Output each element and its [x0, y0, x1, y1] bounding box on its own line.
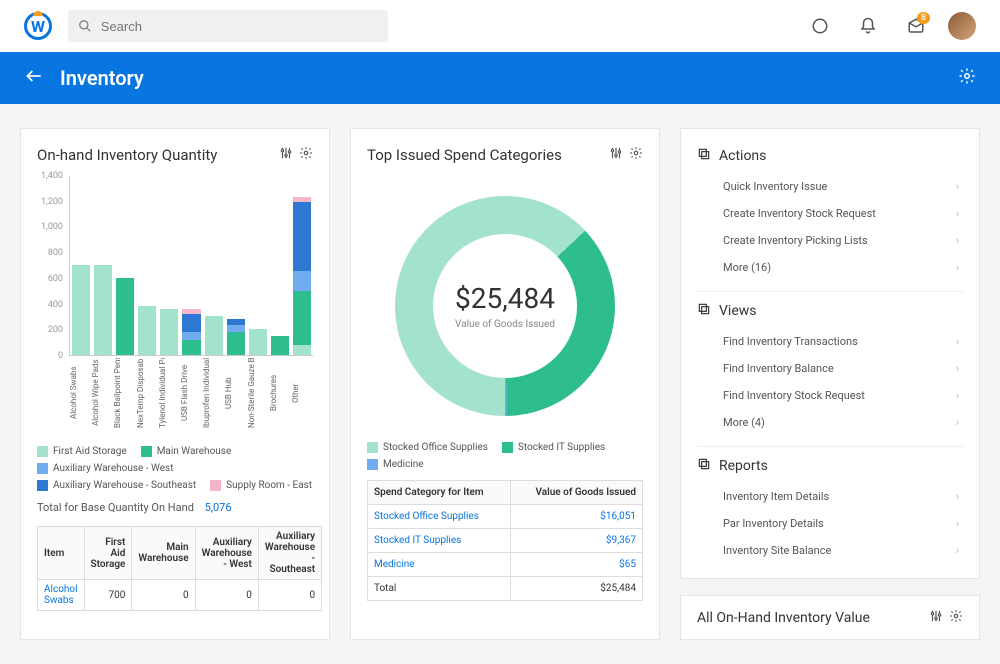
views-item[interactable]: Find Inventory Balance [697, 355, 963, 382]
actions-item[interactable]: More (16) [697, 254, 963, 281]
legend-item[interactable]: Stocked Office Supplies [367, 442, 488, 453]
donut-chart: $25,484 Value of Goods Issued [367, 176, 643, 436]
right-column: Actions Quick Inventory IssueCreate Inve… [680, 128, 980, 640]
search-input[interactable] [101, 19, 378, 34]
reports-item[interactable]: Inventory Site Balance [697, 537, 963, 564]
inventory-table: ItemFirst Aid StorageMain WarehouseAuxil… [37, 526, 322, 611]
actions-item[interactable]: Create Inventory Stock Request [697, 200, 963, 227]
x-label: NexTemp Disposable Thermometers [136, 358, 158, 428]
page-header: Inventory [0, 52, 1000, 104]
x-label: Ibuprofen Individual Packs [202, 358, 224, 428]
avatar[interactable] [948, 12, 976, 40]
legend: Stocked Office Supplies Stocked IT Suppli… [367, 442, 643, 470]
views-list: Find Inventory TransactionsFind Inventor… [697, 328, 963, 436]
views-item[interactable]: Find Inventory Transactions [697, 328, 963, 355]
legend-item[interactable]: Auxiliary Warehouse - Southeast [37, 480, 196, 491]
sliders-icon[interactable] [609, 145, 623, 164]
bar[interactable] [182, 309, 200, 355]
notifications-icon[interactable] [852, 10, 884, 42]
views-item[interactable]: More (4) [697, 409, 963, 436]
x-label: Alcohol Wipe Pads [91, 358, 113, 428]
actions-item[interactable]: Quick Inventory Issue [697, 173, 963, 200]
reports-list: Inventory Item DetailsPar Inventory Deta… [697, 483, 963, 564]
bar[interactable] [94, 265, 112, 355]
inventory-quantity-card: On-hand Inventory Quantity 0200400600800… [20, 128, 330, 640]
card-title: Top Issued Spend Categories [367, 146, 601, 164]
x-label: USB Hub [224, 358, 246, 428]
bar[interactable] [227, 319, 245, 355]
right-panel: Actions Quick Inventory IssueCreate Inve… [680, 128, 980, 579]
onhand-value-card: All On-Hand Inventory Value [680, 595, 980, 640]
x-label: Brochures [269, 358, 291, 428]
bar[interactable] [72, 265, 90, 355]
views-header: Views [697, 302, 963, 320]
legend-item[interactable]: Main Warehouse [141, 446, 232, 457]
topbar: W 8 [0, 0, 1000, 52]
actions-header: Actions [697, 147, 963, 165]
donut-center-label: Value of Goods Issued [455, 319, 555, 330]
actions-item[interactable]: Create Inventory Picking Lists [697, 227, 963, 254]
x-label: Tylenol Individual Pack Caplets [158, 358, 180, 428]
legend-item[interactable]: Auxiliary Warehouse - West [37, 463, 173, 474]
reports-item[interactable]: Inventory Item Details [697, 483, 963, 510]
bar[interactable] [116, 278, 134, 355]
stack-icon [697, 147, 711, 165]
inbox-badge: 8 [917, 12, 930, 24]
sliders-icon[interactable] [929, 608, 943, 627]
bar[interactable] [249, 329, 267, 355]
card-title: On-hand Inventory Quantity [37, 146, 271, 164]
back-button[interactable] [24, 66, 44, 90]
gear-icon[interactable] [949, 608, 963, 627]
gear-icon[interactable] [299, 145, 313, 164]
bar[interactable] [293, 197, 311, 355]
bar[interactable] [205, 316, 223, 355]
search-icon [78, 18, 93, 34]
spend-categories-card: Top Issued Spend Categories $25,484 Valu… [350, 128, 660, 640]
legend-item[interactable]: Supply Room - East [210, 480, 312, 491]
gear-icon[interactable] [629, 145, 643, 164]
workday-logo[interactable]: W [24, 12, 52, 40]
sliders-icon[interactable] [279, 145, 293, 164]
page-title: Inventory [60, 66, 144, 90]
x-label: Non-Sterile Gauze Bandage Roll [247, 358, 269, 428]
chat-icon[interactable] [804, 10, 836, 42]
legend-item[interactable]: Stocked IT Supplies [502, 442, 605, 453]
inbox-icon[interactable]: 8 [900, 10, 932, 42]
donut-center-value: $25,484 [455, 282, 555, 315]
x-label: Other [291, 358, 313, 428]
stack-icon [697, 302, 711, 320]
spend-table: Spend Category for ItemValue of Goods Is… [367, 480, 643, 601]
search[interactable] [68, 10, 388, 42]
bar-chart: 02004006008001,0001,2001,400 Alcohol Swa… [37, 176, 313, 376]
main: On-hand Inventory Quantity 0200400600800… [0, 104, 1000, 664]
x-label: Black Ballpoint Pens [113, 358, 135, 428]
legend: First Aid Storage Main Warehouse Auxiliary… [37, 446, 313, 491]
x-label: Alcohol Swabs [69, 358, 91, 428]
bar[interactable] [138, 306, 156, 355]
legend-item[interactable]: Medicine [367, 459, 424, 470]
stack-icon [697, 457, 711, 475]
views-item[interactable]: Find Inventory Stock Request [697, 382, 963, 409]
reports-item[interactable]: Par Inventory Details [697, 510, 963, 537]
reports-header: Reports [697, 457, 963, 475]
bar[interactable] [160, 309, 178, 355]
legend-item[interactable]: First Aid Storage [37, 446, 127, 457]
settings-icon[interactable] [958, 67, 976, 89]
actions-list: Quick Inventory IssueCreate Inventory St… [697, 173, 963, 281]
total-row: Total for Base Quantity On Hand 5,076 [37, 501, 313, 514]
bar[interactable] [271, 336, 289, 355]
x-label: USB Flash Drive [180, 358, 202, 428]
